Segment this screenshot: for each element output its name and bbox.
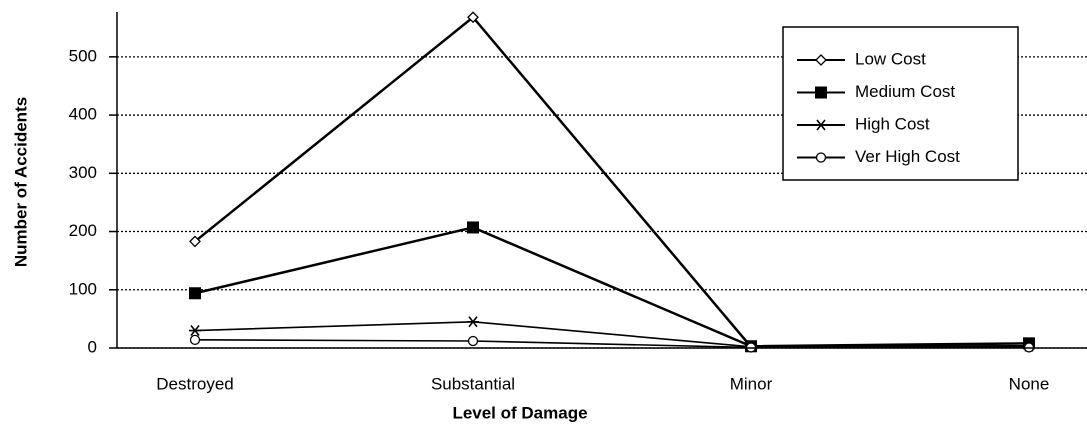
marker	[189, 287, 201, 300]
series-line	[194, 320, 1030, 348]
y-tick-label: 200	[69, 221, 97, 240]
legend-label: High Cost	[855, 114, 930, 133]
x-axis-label: Level of Damage	[452, 403, 587, 422]
marker	[189, 235, 201, 248]
y-tick-label: 100	[69, 279, 97, 298]
x-tick-label: Minor	[730, 374, 773, 393]
marker	[815, 152, 827, 163]
marker	[189, 325, 201, 337]
y-tick-label: 300	[69, 163, 97, 182]
marker	[815, 119, 827, 131]
y-tick-label: 400	[69, 105, 97, 124]
marker	[467, 335, 479, 347]
legend-label: Ver High Cost	[855, 147, 960, 166]
legend-label: Low Cost	[855, 49, 926, 68]
marker	[467, 11, 479, 24]
marker	[815, 54, 827, 66]
marker	[467, 316, 479, 328]
x-tick-label: None	[1009, 374, 1050, 393]
marker	[189, 334, 201, 345]
x-tick-label: Destroyed	[156, 374, 233, 393]
marker	[467, 221, 479, 234]
y-tick-label: 0	[88, 337, 97, 356]
legend-label: Medium Cost	[855, 82, 955, 101]
y-axis-label: Number of Accidents	[11, 97, 30, 267]
x-tick-label: Substantial	[431, 374, 515, 393]
marker	[815, 86, 827, 99]
series-line	[194, 226, 1030, 348]
y-tick-label: 500	[69, 46, 97, 65]
